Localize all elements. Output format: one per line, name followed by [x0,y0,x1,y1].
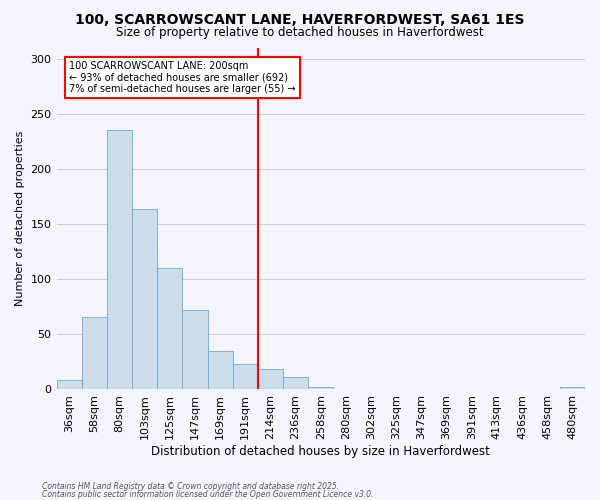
Bar [208,350,233,389]
Bar [560,387,585,389]
Bar [132,210,157,389]
Bar [107,130,132,389]
Text: 100 SCARROWSCANT LANE: 200sqm
← 93% of detached houses are smaller (692)
7% of s: 100 SCARROWSCANT LANE: 200sqm ← 93% of d… [69,60,296,94]
Bar [182,310,208,389]
X-axis label: Distribution of detached houses by size in Haverfordwest: Distribution of detached houses by size … [151,444,490,458]
Y-axis label: Number of detached properties: Number of detached properties [15,130,25,306]
Bar [157,268,182,389]
Bar [283,377,308,389]
Text: 100, SCARROWSCANT LANE, HAVERFORDWEST, SA61 1ES: 100, SCARROWSCANT LANE, HAVERFORDWEST, S… [75,12,525,26]
Bar [56,380,82,389]
Text: Contains public sector information licensed under the Open Government Licence v3: Contains public sector information licen… [42,490,373,499]
Text: Contains HM Land Registry data © Crown copyright and database right 2025.: Contains HM Land Registry data © Crown c… [42,482,339,491]
Bar [82,318,107,389]
Text: Size of property relative to detached houses in Haverfordwest: Size of property relative to detached ho… [116,26,484,39]
Bar [308,387,334,389]
Bar [233,364,258,389]
Bar [258,369,283,389]
